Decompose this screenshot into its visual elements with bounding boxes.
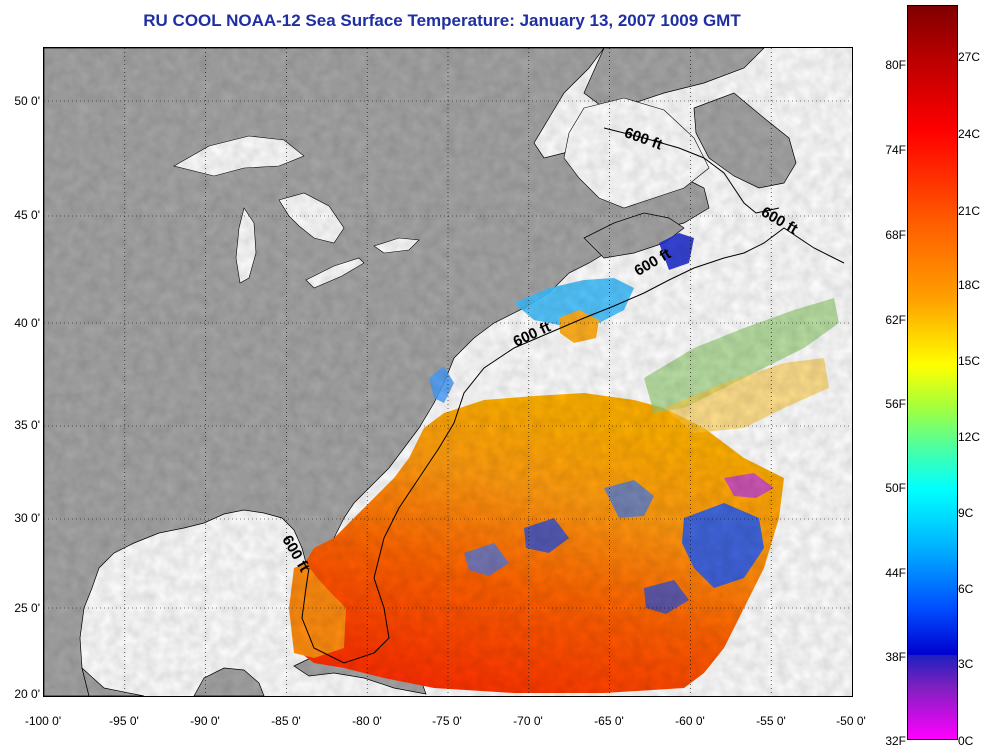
longitude-tick-label: -55 0': [756, 714, 786, 728]
colorbar-celsius-label: 15C: [958, 354, 981, 368]
sst-map-canvas: 600 ft 600 ft 600 ft 600 ft 600 ft: [44, 48, 852, 696]
longitude-tick-label: -50 0': [836, 714, 866, 728]
sst-map[interactable]: 600 ft 600 ft 600 ft 600 ft 600 ft: [43, 47, 853, 697]
longitude-tick-label: -80 0': [352, 714, 382, 728]
longitude-tick-label: -90 0': [190, 714, 220, 728]
longitude-tick-label: -95 0': [109, 714, 139, 728]
colorbar-gradient: [908, 6, 957, 739]
longitude-tick-label: -85 0': [271, 714, 301, 728]
colorbar-celsius-label: 27C: [958, 50, 981, 64]
latitude-tick-label: 30 0': [14, 511, 40, 525]
colorbar-fahrenheit-label: 50F: [885, 481, 906, 495]
map-title: RU COOL NOAA-12 Sea Surface Temperature:…: [143, 11, 741, 30]
colorbar-fahrenheit-label: 56F: [885, 397, 906, 411]
colorbar-fahrenheit-label: 74F: [885, 143, 906, 157]
latitude-tick-label: 50 0': [14, 94, 40, 108]
longitude-tick-label: -60 0': [675, 714, 705, 728]
grid-lines: [44, 48, 852, 696]
colorbar-celsius-label: 18C: [958, 278, 981, 292]
latitude-tick-label: 45 0': [14, 208, 40, 222]
longitude-tick-label: -65 0': [594, 714, 624, 728]
colorbar-celsius-label: 21C: [958, 204, 981, 218]
colorbar-fahrenheit-label: 44F: [885, 566, 906, 580]
colorbar-fahrenheit-label: 32F: [885, 734, 906, 748]
latitude-tick-label: 35 0': [14, 418, 40, 432]
latitude-tick-label: 40 0': [14, 316, 40, 330]
colorbar-celsius-label: 12C: [958, 430, 981, 444]
colorbar-fahrenheit-label: 68F: [885, 228, 906, 242]
colorbar-fahrenheit-label: 80F: [885, 58, 906, 72]
depth-contour-600ft-north: [603, 127, 780, 214]
longitude-tick-label: -100 0': [24, 714, 62, 728]
latitude-tick-label: 20 0': [14, 687, 40, 701]
colorbar-celsius-label: 9C: [958, 506, 974, 520]
colorbar-celsius-label: 24C: [958, 127, 981, 141]
depth-contour-600ft: [301, 227, 845, 664]
temperature-colorbar: [907, 5, 958, 740]
colorbar-celsius-label: 3C: [958, 657, 974, 671]
colorbar-celsius-label: 0C: [958, 734, 974, 748]
latitude-tick-label: 25 0': [14, 601, 40, 615]
colorbar-fahrenheit-label: 38F: [885, 650, 906, 664]
colorbar-fahrenheit-label: 62F: [885, 313, 906, 327]
longitude-tick-label: -70 0': [513, 714, 543, 728]
longitude-tick-label: -75 0': [432, 714, 462, 728]
colorbar-celsius-label: 6C: [958, 582, 974, 596]
